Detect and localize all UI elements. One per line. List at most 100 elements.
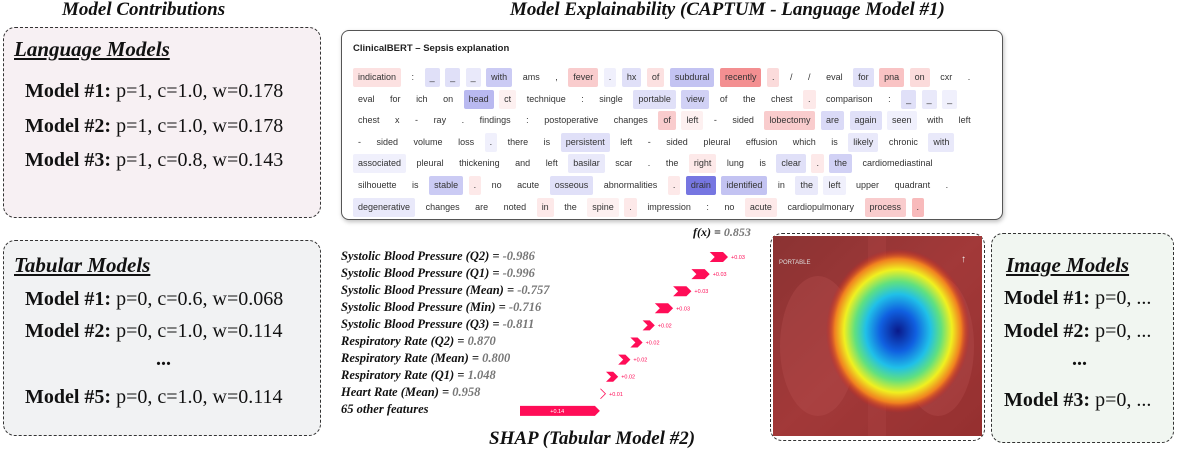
token: thickening bbox=[459, 158, 500, 169]
token: : bbox=[888, 93, 891, 104]
shap-bar bbox=[654, 303, 674, 314]
token: findings bbox=[479, 115, 511, 126]
token: _ bbox=[942, 89, 958, 109]
image-model-3: Model #3: p=0, ... bbox=[1004, 389, 1152, 411]
token: likely bbox=[848, 132, 879, 152]
shap-bar bbox=[599, 388, 606, 399]
shap-feature-label: 65 other features bbox=[341, 402, 429, 416]
token: _ bbox=[445, 68, 461, 87]
token: the bbox=[742, 93, 756, 104]
token: with bbox=[486, 68, 513, 87]
token: _ bbox=[921, 89, 937, 109]
token: sided bbox=[376, 136, 399, 147]
shap-bar bbox=[709, 252, 728, 262]
token: for bbox=[390, 93, 401, 104]
token: is bbox=[759, 158, 766, 169]
token: . bbox=[647, 158, 651, 169]
token: technique bbox=[526, 93, 566, 104]
token: changes bbox=[425, 201, 460, 212]
token: for bbox=[853, 68, 874, 87]
token: is bbox=[412, 179, 419, 190]
token: volume bbox=[413, 136, 443, 147]
token: spine bbox=[587, 197, 619, 217]
shap-bar-label: +0.03 bbox=[694, 289, 708, 295]
token: process bbox=[864, 197, 907, 217]
token: chest bbox=[770, 93, 793, 104]
shap-bar-label: +0.03 bbox=[731, 255, 745, 261]
token: x bbox=[395, 115, 400, 126]
token: the bbox=[665, 158, 679, 169]
token: of bbox=[646, 68, 665, 87]
token: on bbox=[909, 68, 930, 87]
token: fever bbox=[568, 68, 599, 87]
token: comparison bbox=[826, 93, 873, 104]
token: right bbox=[688, 154, 717, 174]
shap-feature-label: Systolic Blood Pressure (Q2) = -0.986 bbox=[341, 249, 535, 263]
shap-bar-label: +0.03 bbox=[676, 306, 690, 312]
token: - bbox=[415, 115, 419, 126]
shap-bar-label: +0.02 bbox=[621, 375, 635, 381]
token: noted bbox=[503, 201, 527, 212]
shap-feature-label: Systolic Blood Pressure (Min) = -0.716 bbox=[341, 300, 542, 314]
token: head bbox=[463, 89, 494, 109]
token: basilar bbox=[568, 154, 605, 174]
shap-feature-label: Respiratory Rate (Mean) = 0.800 bbox=[341, 351, 511, 365]
token: left bbox=[823, 175, 846, 195]
token: - bbox=[358, 136, 361, 147]
token: ams bbox=[522, 72, 540, 82]
language-models-title: Language Models bbox=[14, 37, 170, 61]
shap-feature-list: Systolic Blood Pressure (Q2) = -0.986 Sys… bbox=[341, 248, 550, 418]
contributions-heading: Model Contributions bbox=[62, 0, 226, 20]
language-model-3: Model #3: p=1, c=0.8, w=0.143 bbox=[25, 149, 284, 171]
token: left bbox=[620, 136, 633, 147]
token-attribution-text: indication : _ _ _ with ams , fever . hx… bbox=[353, 67, 993, 218]
token: . bbox=[803, 89, 816, 109]
tabular-model-2: Model #2: p=0, c=1.0, w=0.114 bbox=[25, 320, 283, 342]
token: left bbox=[681, 111, 704, 131]
token: is bbox=[831, 136, 838, 147]
token: . bbox=[811, 154, 824, 174]
shap-bar bbox=[630, 337, 643, 348]
token: - bbox=[647, 136, 651, 147]
shap-bar bbox=[606, 371, 619, 382]
token: - bbox=[713, 115, 717, 126]
token: the bbox=[829, 154, 852, 174]
token: cardiopulmonary bbox=[787, 201, 854, 212]
shap-bar-label: +0.02 bbox=[646, 341, 660, 347]
token: single bbox=[599, 93, 623, 104]
token: acute bbox=[744, 197, 777, 217]
shap-bar-label: +0.02 bbox=[658, 323, 672, 329]
token: stable bbox=[429, 175, 464, 195]
token: : bbox=[411, 72, 415, 82]
token: on bbox=[443, 93, 454, 104]
xray-gradcam-heatmap: PORTABLE ↑ bbox=[773, 236, 982, 436]
token: sided bbox=[732, 115, 754, 126]
token: degenerative bbox=[353, 197, 416, 217]
xray-overlay-text: PORTABLE bbox=[779, 260, 810, 266]
shap-bar bbox=[691, 269, 710, 280]
token: : bbox=[581, 93, 584, 104]
token: _ bbox=[424, 68, 440, 87]
token: no bbox=[491, 179, 502, 190]
shap-feature-label: Systolic Blood Pressure (Q1) = -0.996 bbox=[341, 266, 535, 280]
shap-bar-label: +0.14 bbox=[550, 409, 564, 415]
shap-bar bbox=[642, 320, 655, 331]
token: identified bbox=[721, 175, 768, 195]
token: quadrant bbox=[894, 179, 931, 190]
captum-title: ClinicalBERT – Sepsis explanation bbox=[353, 43, 510, 54]
token: in bbox=[777, 179, 785, 190]
token: eval bbox=[826, 72, 843, 82]
token: . bbox=[766, 68, 780, 87]
captum-explanation-panel: ClinicalBERT – Sepsis explanation indica… bbox=[341, 30, 1003, 220]
shap-bar bbox=[618, 354, 631, 365]
shap-fx-label: f(x) = 0.853 bbox=[693, 225, 751, 239]
token: are bbox=[475, 201, 489, 212]
token: . bbox=[624, 197, 637, 217]
token: again bbox=[849, 111, 882, 131]
token: and bbox=[515, 158, 531, 169]
image-ellipsis: ... bbox=[1072, 348, 1087, 370]
token: _ bbox=[901, 89, 917, 109]
token: , bbox=[555, 72, 558, 82]
shap-bar-label: +0.01 bbox=[609, 392, 623, 398]
token: with bbox=[928, 132, 955, 152]
